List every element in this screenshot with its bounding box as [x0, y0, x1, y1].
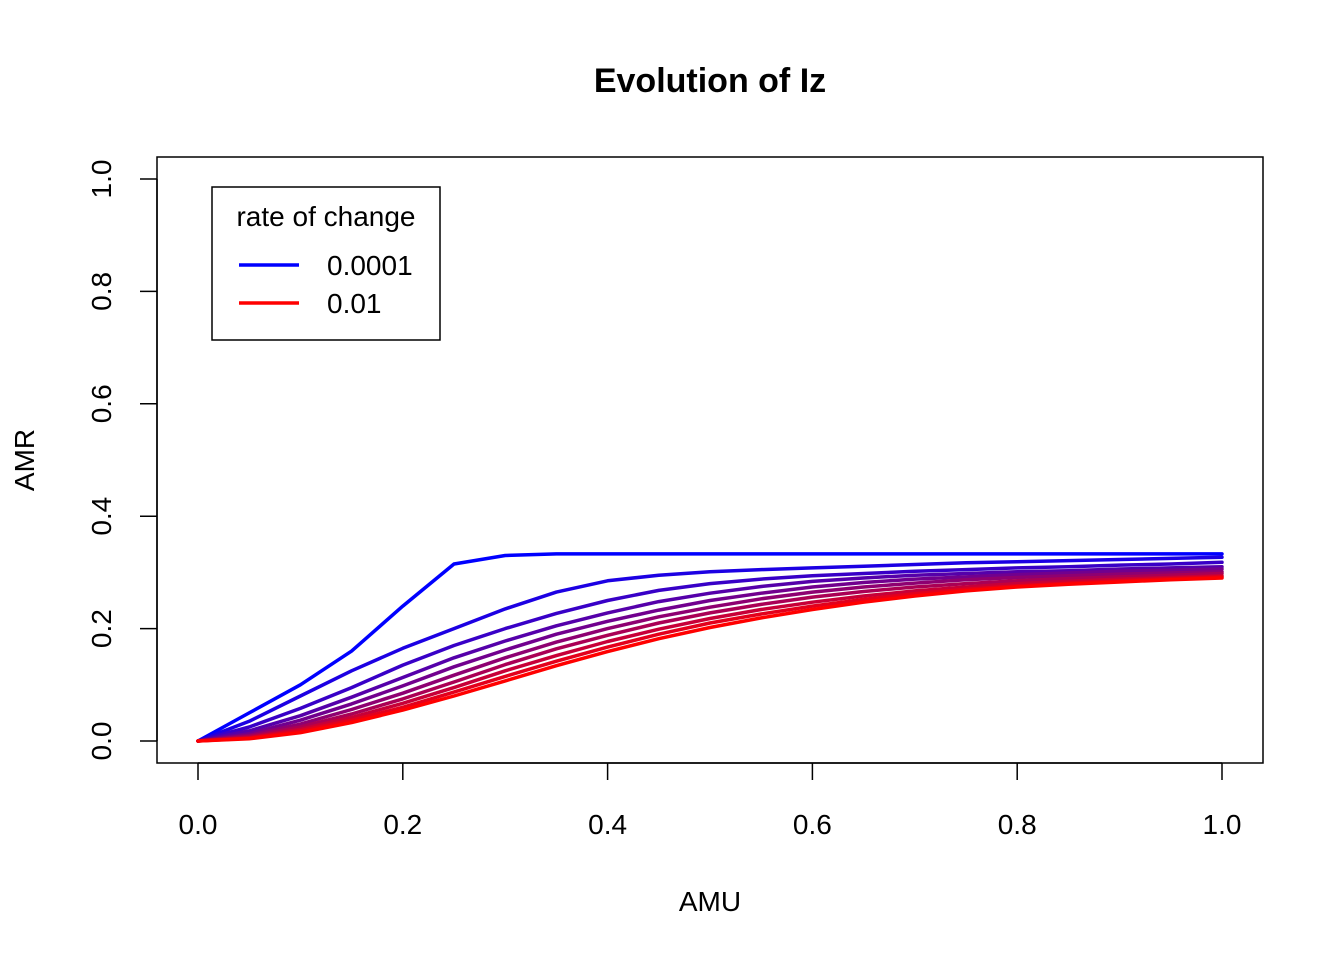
series-line-6 — [196, 570, 1224, 743]
legend-title: rate of change — [236, 201, 415, 232]
series-line-8 — [196, 574, 1224, 743]
legend-label: 0.01 — [327, 288, 382, 319]
y-axis: 0.0 0.2 0.4 0.6 0.8 1.0 — [86, 160, 158, 761]
series-line-1 — [196, 552, 1224, 743]
series-line-2 — [196, 555, 1224, 743]
x-tick-label: 0.2 — [383, 809, 422, 840]
x-tick-label: 0.8 — [998, 809, 1037, 840]
x-axis-title: AMU — [679, 886, 741, 917]
y-axis-title: AMR — [9, 429, 40, 491]
legend-label: 0.0001 — [327, 250, 413, 281]
y-tick-label: 0.2 — [86, 609, 117, 648]
x-tick-label: 0.6 — [793, 809, 832, 840]
x-tick-label: 1.0 — [1203, 809, 1242, 840]
x-axis: 0.0 0.2 0.4 0.6 0.8 1.0 — [179, 762, 1242, 840]
series-line-5 — [196, 567, 1224, 743]
y-tick-label: 0.6 — [86, 384, 117, 423]
series-group — [196, 552, 1224, 743]
legend: rate of change 0.0001 0.01 — [211, 186, 441, 341]
y-tick-label: 0.8 — [86, 272, 117, 311]
series-line-7 — [196, 571, 1224, 743]
x-tick-label: 0.4 — [588, 809, 627, 840]
series-line-3 — [196, 560, 1224, 743]
y-tick-label: 0.4 — [86, 497, 117, 536]
y-tick-label: 0.0 — [86, 722, 117, 761]
series-line-10 — [196, 576, 1224, 743]
chart-title: Evolution of Iz — [594, 62, 826, 100]
x-tick-label: 0.0 — [179, 809, 218, 840]
series-line-4 — [196, 565, 1224, 743]
y-tick-label: 1.0 — [86, 160, 117, 199]
